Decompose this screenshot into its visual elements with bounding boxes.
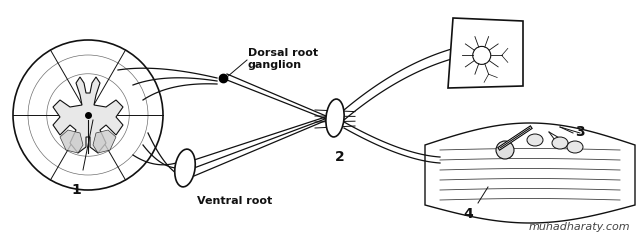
Circle shape bbox=[473, 46, 491, 64]
Polygon shape bbox=[60, 130, 83, 153]
Text: Ventral root: Ventral root bbox=[197, 196, 272, 206]
Circle shape bbox=[496, 141, 514, 159]
Text: 3: 3 bbox=[575, 125, 585, 139]
Text: muhadharaty.com: muhadharaty.com bbox=[529, 222, 630, 232]
Polygon shape bbox=[425, 123, 635, 223]
Ellipse shape bbox=[567, 141, 583, 153]
Ellipse shape bbox=[326, 99, 344, 137]
Polygon shape bbox=[53, 77, 123, 153]
Polygon shape bbox=[448, 18, 523, 88]
Text: 2: 2 bbox=[335, 150, 345, 164]
Text: 1: 1 bbox=[71, 183, 81, 197]
Text: Dorsal root
ganglion: Dorsal root ganglion bbox=[248, 48, 318, 70]
Ellipse shape bbox=[552, 137, 568, 149]
Ellipse shape bbox=[175, 149, 195, 187]
Text: 4: 4 bbox=[463, 207, 473, 221]
Circle shape bbox=[13, 40, 163, 190]
Ellipse shape bbox=[527, 134, 543, 146]
Polygon shape bbox=[93, 130, 116, 153]
